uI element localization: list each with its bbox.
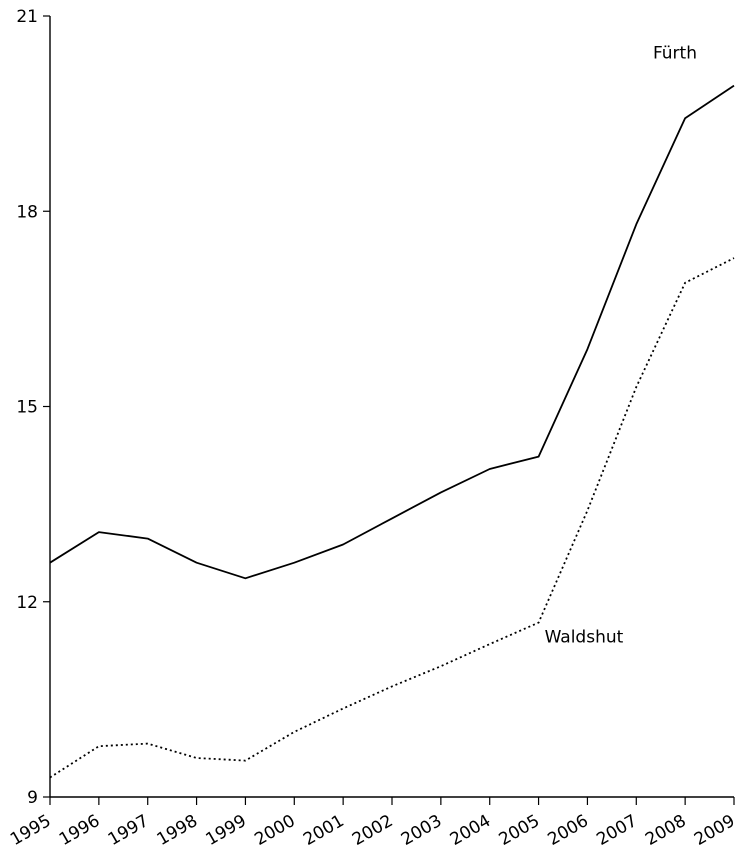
- x-tick-label: 1997: [105, 811, 152, 850]
- x-tick-label: 2005: [496, 811, 543, 850]
- x-tick-label: 1995: [7, 811, 54, 850]
- x-tick-label: 2009: [691, 811, 738, 850]
- series-group: Fürth Waldshut: [49, 44, 735, 779]
- x-tick-label: 1999: [202, 811, 249, 850]
- x-tick-label: 2004: [447, 811, 494, 850]
- y-tick-label: 12: [16, 593, 38, 613]
- y-axis-ticks: 9 12 15 18 21: [16, 7, 50, 808]
- x-tick-label: 1996: [56, 811, 103, 850]
- y-tick-label: 15: [16, 398, 38, 418]
- series-line-waldshut: [49, 257, 735, 779]
- series-line-f-rth: [49, 84, 735, 580]
- x-axis-ticks: 1995 1996 1997 1998 1999 2000 2001 2002 2003 2004…: [7, 797, 739, 850]
- x-tick-label: 2002: [349, 811, 396, 850]
- series-label: Waldshut: [545, 628, 624, 648]
- x-tick-label: 1998: [154, 811, 201, 850]
- series-label: Fürth: [653, 44, 697, 64]
- y-tick-label: 9: [27, 788, 38, 808]
- y-tick-label: 21: [16, 7, 38, 27]
- x-tick-label: 2007: [593, 811, 640, 850]
- y-tick-label: 18: [16, 202, 38, 222]
- x-tick-label: 2008: [642, 811, 689, 850]
- x-tick-label: 2003: [398, 811, 445, 850]
- x-tick-label: 2006: [544, 811, 591, 850]
- x-tick-label: 2000: [251, 811, 298, 850]
- x-tick-label: 2001: [300, 811, 347, 850]
